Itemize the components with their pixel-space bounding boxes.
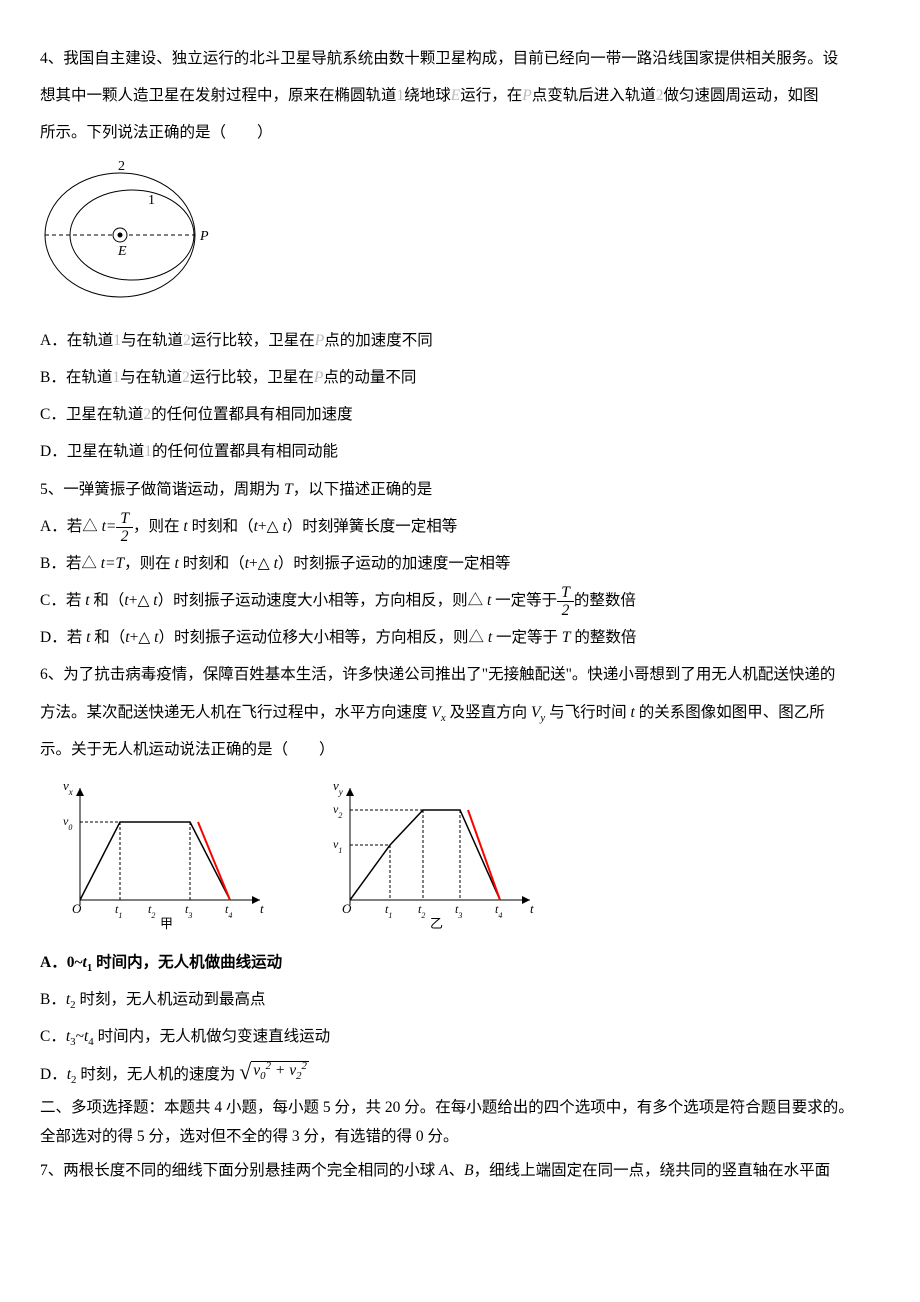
q4-stem-line1: 4、我国自主建设、独立运行的北斗卫星导航系统由数十颗卫星构成，目前已经向一带一路… [40,40,880,77]
svg-text:乙: 乙 [430,916,443,930]
q4D-a: D．卫星在轨道 [40,443,144,460]
q6-optB: B．t2 时刻，无人机运动到最高点 [40,981,880,1018]
svg-text:O: O [72,901,82,916]
ghost-2: 2 [656,87,664,104]
svg-text:t: t [260,901,264,916]
q4A-d: 点的加速度不同 [324,332,433,349]
section2-l1: 二、多项选择题：本题共 4 小题，每小题 5 分，共 20 分。在每小题给出的四… [40,1093,880,1122]
g: 2 [143,406,151,423]
section2-l2: 全部选对的得 5 分，选对但不全的得 3 分，有选错的得 0 分。 [40,1122,880,1151]
q4-stem-line2: 想其中一颗人造卫星在发射过程中，原来在椭圆轨道1绕地球E运行，在P点变轨后进入轨… [40,77,880,114]
svg-text:t1: t1 [115,902,122,920]
q7-stem: 7、两根长度不同的细线下面分别悬挂两个完全相同的小球 A、B，细线上端固定在同一… [40,1152,880,1189]
ghost-P: P [522,87,531,104]
q4-optC: C．卫星在轨道2的任何位置都具有相同加速度 [40,396,880,433]
svg-text:t4: t4 [225,902,232,920]
svg-text:2: 2 [118,160,125,174]
q6-optD: D．t2 时刻，无人机的速度为 √ v02 + v22 [40,1056,880,1093]
g: 1 [144,443,152,460]
q4-optD: D．卫星在轨道1的任何位置都具有相同动能 [40,433,880,470]
g: P [315,332,324,349]
q4-optB: B．在轨道1与在轨道2运行比较，卫星在P点的动量不同 [40,359,880,396]
svg-text:vy: vy [333,780,343,797]
svg-text:t2: t2 [148,902,155,920]
radical-icon: √ [239,1061,251,1083]
q5C-post: 的整数倍 [574,592,636,609]
frac-num: T [116,510,133,528]
q4-l2-d: 点变轨后进入轨道 [532,87,656,104]
ghost-E: E [451,87,460,104]
g: 1 [112,369,120,386]
svg-text:t1: t1 [385,902,392,920]
svg-text:v2: v2 [333,802,342,820]
frac-num: T [557,584,574,602]
g: 2 [182,369,190,386]
q4A-b: 与在轨道 [121,332,183,349]
q4-l2-b: 绕地球 [404,87,451,104]
q6-optA: A．0~t1 时间内，无人机做曲线运动 [40,944,880,981]
q4A-a: A．在轨道 [40,332,113,349]
q5-stem: 5、一弹簧振子做简谐运动，周期为 T，以下描述正确的是 [40,471,880,508]
q4B-a: B．在轨道 [40,369,112,386]
svg-text:E: E [117,244,127,259]
q6-charts: vx O t v0 t1 t2 t3 t4 甲 vy O t v1 v2 t1 … [60,780,880,930]
g: 2 [183,332,191,349]
svg-text:v1: v1 [333,837,342,855]
q6-stem-l2: 方法。某次配送快递无人机在飞行过程中，水平方向速度 Vx 及竖直方向 Vy 与飞… [40,694,880,731]
fraction-T-over-2b: T2 [557,584,574,619]
q6-chart-vx: vx O t v0 t1 t2 t3 t4 甲 [60,780,270,930]
q5-optA: A．若△ t=T2，则在 t 时刻和（t+△ t）时刻弹簧长度一定相等 [40,508,880,545]
q4-orbit-diagram: E P 1 2 [40,160,880,314]
svg-text:t3: t3 [185,902,192,920]
sqrt-expr: √ v02 + v22 [239,1061,309,1083]
q4-optA: A．在轨道1与在轨道2运行比较，卫星在P点的加速度不同 [40,322,880,359]
q4C-a: C．卫星在轨道 [40,406,143,423]
svg-text:t2: t2 [418,902,425,920]
q6-optC: C．t3~t4 时间内，无人机做匀变速直线运动 [40,1018,880,1055]
svg-text:vx: vx [63,780,73,797]
q5-optB: B．若△ t=T，则在 t 时刻和（t+△ t）时刻振子运动的加速度一定相等 [40,545,880,582]
q4-l2-c: 运行，在 [460,87,522,104]
q5A-pre: A．若△ [40,518,98,535]
svg-text:1: 1 [148,193,155,208]
q4-stem-line3: 所示。下列说法正确的是（ ） [40,114,880,151]
q6-stem-l3: 示。关于无人机运动说法正确的是（ ） [40,731,880,768]
q4-l2-a: 想其中一颗人造卫星在发射过程中，原来在椭圆轨道 [40,87,397,104]
frac-den: 2 [116,528,133,545]
g: P [314,369,323,386]
svg-text:t: t [530,901,534,916]
q4C-b: 的任何位置都具有相同加速度 [151,406,353,423]
q5-optD: D．若 t 和（t+△ t）时刻振子运动位移大小相等，方向相反，则△ t 一定等… [40,619,880,656]
q4B-b: 与在轨道 [120,369,182,386]
q6-stem-l1: 6、为了抗击病毒疫情，保障百姓基本生活，许多快递公司推出了"无接触配送"。快递小… [40,656,880,693]
q4B-d: 点的动量不同 [323,369,416,386]
svg-text:P: P [199,229,209,244]
q5A-mid: t= [102,518,117,535]
q5A-post: ，则在 t 时刻和（t+△ t）时刻弹簧长度一定相等 [133,518,457,535]
g: 1 [113,332,121,349]
sqrt-body: v02 + v22 [251,1061,309,1081]
q4A-c: 运行比较，卫星在 [191,332,315,349]
q5-optC: C．若 t 和（t+△ t）时刻振子运动速度大小相等，方向相反，则△ t 一定等… [40,582,880,619]
svg-text:t3: t3 [455,902,462,920]
q4B-c: 运行比较，卫星在 [190,369,314,386]
svg-text:v0: v0 [63,814,72,832]
svg-text:甲: 甲 [160,916,173,930]
frac-den: 2 [557,602,574,619]
fraction-T-over-2: T2 [116,510,133,545]
q6-chart-vy: vy O t v1 v2 t1 t2 t3 t4 乙 [330,780,540,930]
svg-text:O: O [342,901,352,916]
q4D-b: 的任何位置都具有相同动能 [152,443,338,460]
svg-text:t4: t4 [495,902,502,920]
q4-l2-e: 做匀速圆周运动，如图 [664,87,819,104]
